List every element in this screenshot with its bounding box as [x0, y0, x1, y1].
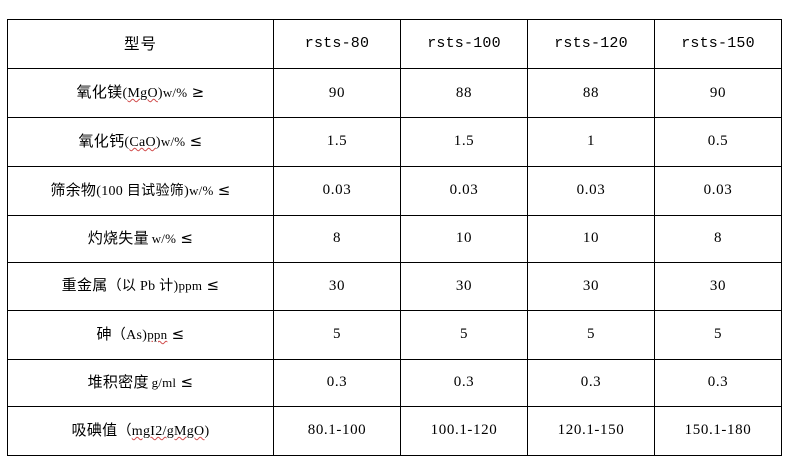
- row-label-comparator: ≤: [186, 131, 203, 150]
- table-row: 砷（As)ppn ≤5 5 5 5: [7, 310, 782, 361]
- row-value-cell: 120.1-150: [527, 406, 655, 456]
- table-row: 灼烧失量 w/% ≤8 10 10 8: [7, 214, 782, 263]
- table-header-row: 型号 rsts-80 rsts-100 rsts-120 rsts-150: [7, 18, 782, 70]
- row-label-unit: w/%: [162, 85, 188, 101]
- header-cell-model: 型号: [7, 18, 274, 70]
- row-value-cell: 90: [273, 68, 401, 119]
- header-cell-rsts-120: rsts-120: [527, 18, 655, 70]
- table-row: 氧化镁(MgO)w/% ≥90 88 88 90: [7, 68, 782, 119]
- row-label-paren-close: ): [155, 134, 161, 150]
- row-label-unit: ppm: [178, 278, 203, 294]
- row-value-cell: 30: [273, 261, 401, 312]
- row-label-cell: 重金属（以 Pb 计)ppm ≤: [7, 261, 274, 312]
- row-value-cell: 5: [527, 310, 655, 361]
- row-label-unit: w/%: [148, 230, 177, 246]
- row-label-paren-open: （: [111, 328, 127, 344]
- row-label-chinese: 砷: [96, 325, 112, 344]
- row-value-cell: 80.1-100: [273, 406, 401, 456]
- specification-table: 型号 rsts-80 rsts-100 rsts-120 rsts-150 氧化…: [7, 18, 782, 456]
- row-value-cell: 30: [654, 261, 782, 312]
- row-label-paren-open: (: [124, 134, 130, 150]
- row-label-paren-open: （以: [107, 279, 140, 295]
- row-label-paren-close: 计): [155, 279, 179, 295]
- row-value-cell: 5: [654, 310, 782, 361]
- row-label-paren-open: (: [96, 183, 102, 199]
- row-label-paren-close: ): [157, 86, 163, 102]
- row-value-cell: 0.03: [400, 165, 528, 216]
- row-label-formula: CaO: [129, 134, 156, 150]
- row-label-paren-open: （: [117, 424, 132, 439]
- row-value-cell: 1: [527, 117, 655, 167]
- row-label-cell: 堆积密度 g/ml ≤: [7, 359, 274, 408]
- row-label-chinese: 堆积密度: [87, 373, 149, 392]
- row-label-paren-close: ): [204, 424, 210, 439]
- row-label-cell: 氧化镁(MgO)w/% ≥: [7, 68, 274, 119]
- row-label-chinese: 氧化钙: [78, 131, 125, 150]
- row-label-paren-close: ): [142, 328, 148, 344]
- row-label-comparator: ≤: [214, 180, 231, 199]
- header-cell-rsts-150: rsts-150: [654, 18, 782, 70]
- row-label-unit: ppn: [147, 327, 168, 343]
- row-label-formula: Pb: [139, 279, 156, 295]
- table-row: 重金属（以 Pb 计)ppm ≤30 30 30 30: [7, 261, 782, 312]
- row-value-cell: 10: [400, 214, 528, 263]
- row-value-cell: 88: [527, 68, 655, 119]
- row-label-chinese: 氧化镁: [76, 83, 123, 102]
- row-label-formula: As: [126, 328, 143, 344]
- header-cell-rsts-80: rsts-80: [273, 18, 401, 70]
- row-value-cell: 0.03: [654, 165, 782, 216]
- row-label-cell: 砷（As)ppn ≤: [7, 310, 274, 361]
- row-label-chinese: 吸碘值: [71, 421, 118, 439]
- row-label-formula: MgO: [127, 86, 158, 102]
- table-row: 筛余物(100 目试验筛)w/% ≤0.03 0.03 0.03 0.03: [7, 165, 782, 216]
- row-value-cell: 8: [654, 214, 782, 263]
- row-label-cell: 筛余物(100 目试验筛)w/% ≤: [7, 165, 274, 216]
- row-label-comparator: ≤: [177, 373, 194, 392]
- table-row: 氧化钙(CaO)w/% ≤1.5 1.5 1 0.5: [7, 117, 782, 167]
- row-value-cell: 30: [400, 261, 528, 312]
- row-value-cell: 0.3: [527, 359, 655, 408]
- row-label-formula: mgI2/gMgO: [131, 424, 205, 439]
- row-value-cell: 0.03: [273, 165, 401, 216]
- row-label-comparator: ≤: [177, 228, 194, 247]
- row-label-paren-close: ): [184, 183, 190, 199]
- row-label-chinese: 灼烧失量: [87, 228, 149, 247]
- row-value-cell: 100.1-120: [400, 406, 528, 456]
- row-label-unit: g/ml: [148, 375, 177, 391]
- row-label-unit: w/%: [160, 133, 186, 149]
- row-value-cell: 10: [527, 214, 655, 263]
- row-value-cell: 1.5: [400, 117, 528, 167]
- row-label-cell: 氧化钙(CaO)w/% ≤: [7, 117, 274, 167]
- row-value-cell: 0.3: [273, 359, 401, 408]
- row-value-cell: 5: [273, 310, 401, 361]
- row-label-comparator: ≥: [188, 83, 205, 102]
- row-value-cell: 8: [273, 214, 401, 263]
- row-value-cell: 0.5: [654, 117, 782, 167]
- row-value-cell: 150.1-180: [654, 406, 782, 456]
- row-value-cell: 0.03: [527, 165, 655, 216]
- row-label-comparator: ≤: [168, 325, 185, 344]
- row-value-cell: 90: [654, 68, 782, 119]
- specification-table-container: 型号 rsts-80 rsts-100 rsts-120 rsts-150 氧化…: [7, 18, 782, 456]
- row-value-cell: 88: [400, 68, 528, 119]
- row-value-cell: 30: [527, 261, 655, 312]
- row-label-unit: w/%: [189, 182, 214, 198]
- table-row: 吸碘值（mgI2/gMgO) 80.1-100 100.1-120 120.1-150…: [7, 406, 782, 456]
- table-row: 堆积密度 g/ml ≤0.3 0.3 0.3 0.3: [7, 359, 782, 408]
- row-label-chinese: 筛余物: [50, 180, 97, 199]
- row-value-cell: 1.5: [273, 117, 401, 167]
- row-label-chinese: 重金属: [61, 276, 108, 295]
- header-cell-rsts-100: rsts-100: [400, 18, 528, 70]
- row-label-cell: 灼烧失量 w/% ≤: [7, 214, 274, 263]
- row-value-cell: 0.3: [400, 359, 528, 408]
- row-value-cell: 5: [400, 310, 528, 361]
- row-label-comparator: ≤: [203, 276, 220, 295]
- row-label-paren-open: (: [122, 86, 128, 102]
- row-value-cell: 0.3: [654, 359, 782, 408]
- row-label-formula: 100 目试验筛: [101, 183, 185, 199]
- row-label-cell: 吸碘值（mgI2/gMgO): [7, 406, 274, 456]
- header-label-text: 型号: [123, 34, 157, 53]
